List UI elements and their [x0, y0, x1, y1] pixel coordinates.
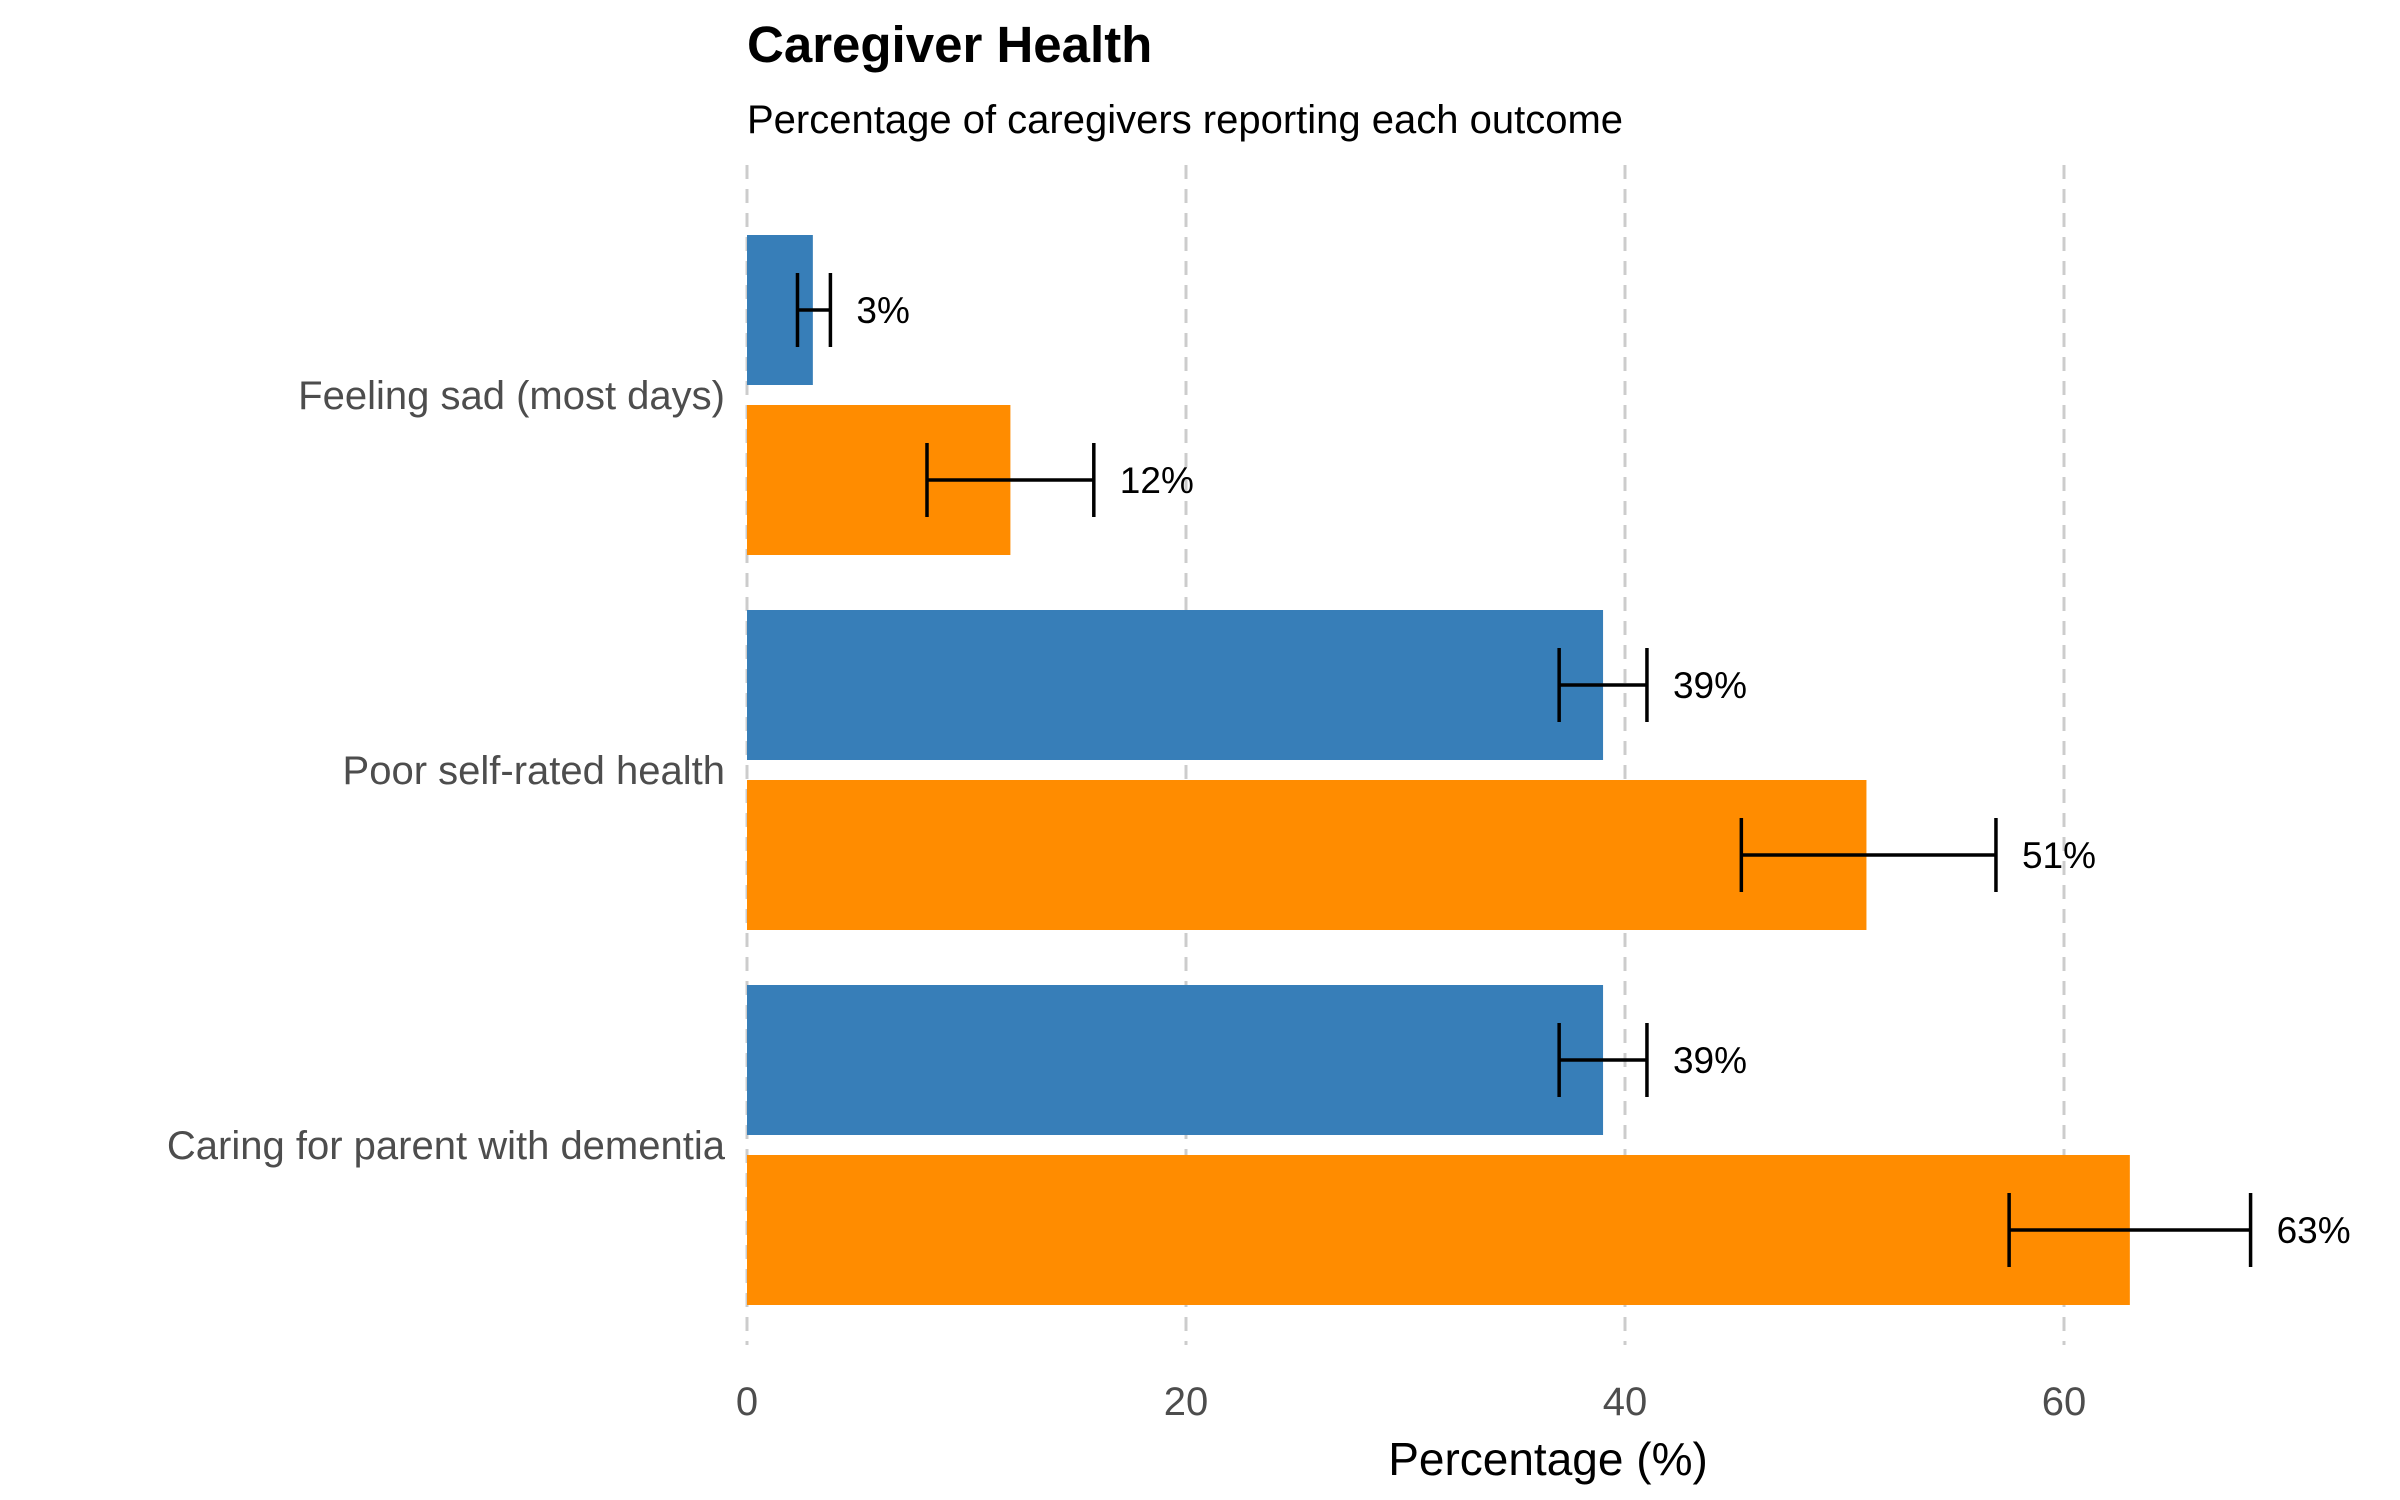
data-label: 3% [856, 290, 909, 331]
data-label: 39% [1673, 665, 1747, 706]
error-bar [925, 443, 1096, 517]
bar [747, 610, 1604, 760]
data-label: 51% [2022, 835, 2096, 876]
x-axis-title: Percentage (%) [1388, 1433, 1708, 1485]
bar [747, 780, 1867, 930]
category-label: Caring for parent with dementia [167, 1124, 726, 1168]
error-bars [795, 273, 2253, 1267]
chart-title: Caregiver Health [747, 16, 1152, 73]
category-label: Feeling sad (most days) [298, 374, 725, 418]
error-bar [795, 273, 833, 347]
x-tick-labels: 0 20 40 60 [736, 1380, 2086, 1424]
data-label: 12% [1120, 460, 1194, 501]
data-label: 39% [1673, 1040, 1747, 1081]
category-labels: Feeling sad (most days) Poor self-rated h… [167, 374, 726, 1168]
bars [747, 235, 2130, 1305]
error-bar [2007, 1193, 2253, 1267]
error-bar [1557, 648, 1649, 722]
data-labels: 3% 39% 39% 12% 51% 63% [856, 290, 2350, 1251]
x-tick-label: 40 [1603, 1380, 1648, 1424]
x-tick-label: 60 [2042, 1380, 2087, 1424]
error-bar [1557, 1023, 1649, 1097]
category-label: Poor self-rated health [343, 749, 725, 793]
chart-subtitle: Percentage of caregivers reporting each … [747, 98, 1623, 142]
bar [747, 985, 1604, 1135]
bar [747, 1155, 2130, 1305]
error-bar [1739, 818, 1998, 892]
x-tick-label: 20 [1164, 1380, 1209, 1424]
data-label: 63% [2277, 1210, 2351, 1251]
x-tick-label: 0 [736, 1380, 758, 1424]
